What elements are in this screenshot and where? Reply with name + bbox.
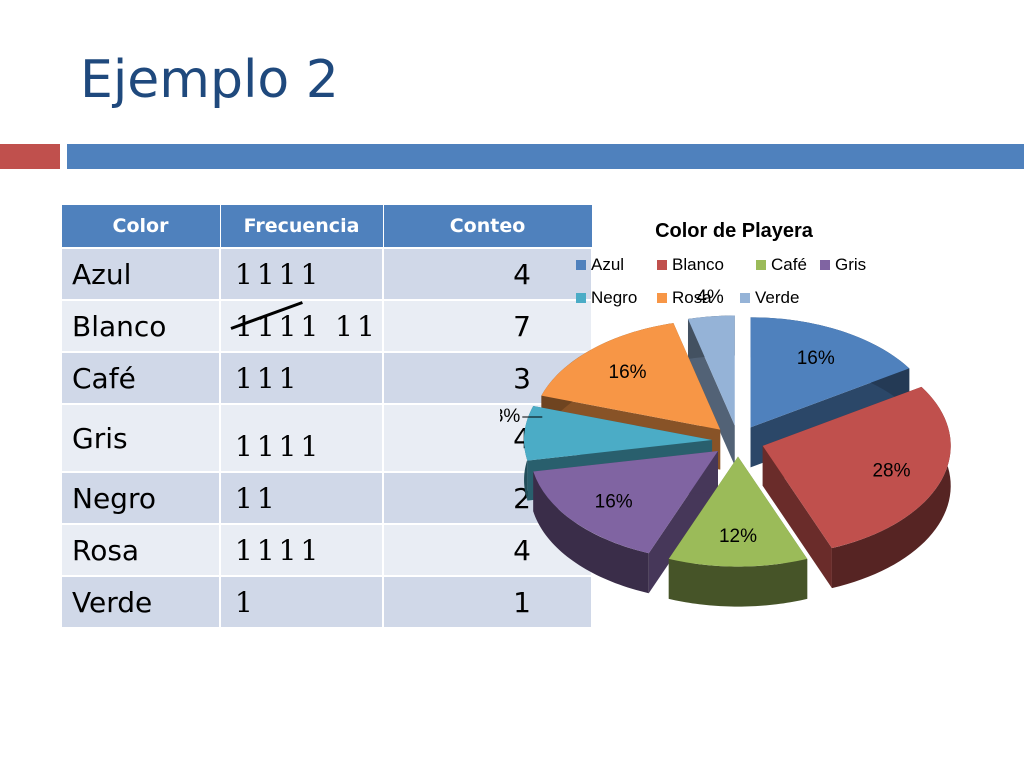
cell-tally: 1111 <box>219 247 384 301</box>
chart-title: Color de Playera <box>655 220 814 242</box>
pie-label-azul: 16% <box>797 348 835 369</box>
cell-tally: 1111 <box>219 403 384 473</box>
legend-label-gris: Gris <box>835 255 866 274</box>
cell-color: Rosa <box>60 523 221 577</box>
cell-count: 1 <box>382 575 593 629</box>
chart-legend: Azul Blanco Café Gris Negro Rosa Verde <box>576 255 866 307</box>
cell-color: Azul <box>60 247 221 301</box>
legend-label-verde: Verde <box>755 288 799 307</box>
cell-tally: 1 <box>219 575 384 629</box>
pie-label-negro: 8% <box>500 406 520 427</box>
header-frecuencia: Frecuencia <box>219 204 384 249</box>
legend-label-cafe: Café <box>771 255 807 274</box>
pie-slices <box>524 315 951 607</box>
cell-color: Negro <box>60 471 221 525</box>
cell-tally: 11 <box>219 471 384 525</box>
cell-color: Blanco <box>60 299 221 353</box>
legend-label-rosa: Rosa <box>672 288 712 307</box>
cell-tally-struck: 1111 11 <box>219 299 384 353</box>
legend-swatch-cafe <box>756 260 766 270</box>
table-header-row: Color Frecuencia Conteo <box>60 204 593 249</box>
table-row: Azul 1111 4 <box>60 247 593 301</box>
pie-label-verde: 4% <box>696 287 724 308</box>
legend-swatch-verde <box>740 293 750 303</box>
legend-label-azul: Azul <box>591 255 624 274</box>
legend-label-blanco: Blanco <box>672 255 724 274</box>
cell-color: Café <box>60 351 221 405</box>
legend-label-negro: Negro <box>591 288 637 307</box>
legend-swatch-azul <box>576 260 586 270</box>
table-row: Rosa 1111 4 <box>60 523 593 577</box>
pie-labels: 16% 28% 12% 16% 8% 16% 4% <box>500 287 911 547</box>
cell-tally: 1111 11 <box>235 309 379 343</box>
table-row: Verde 1 1 <box>60 575 593 629</box>
pie-slice-blanco <box>762 386 951 589</box>
accent-bar-red <box>0 144 60 169</box>
legend-swatch-negro <box>576 293 586 303</box>
cell-tally: 111 <box>219 351 384 405</box>
legend-swatch-gris <box>820 260 830 270</box>
cell-color: Gris <box>60 403 221 473</box>
cell-count: 4 <box>382 247 593 301</box>
header-color: Color <box>60 204 221 249</box>
cell-tally: 1111 <box>219 523 384 577</box>
cell-color: Verde <box>60 575 221 629</box>
pie-chart: Color de Playera Azul Blanco Café Gris Negro… <box>500 220 951 607</box>
pie-slice-verde <box>687 315 735 466</box>
table-row: Blanco 1111 11 7 <box>60 299 593 353</box>
cell-count: 7 <box>382 299 593 353</box>
slide-title: Ejemplo 2 <box>80 50 339 110</box>
legend-swatch-rosa <box>657 293 667 303</box>
pie-label-blanco: 28% <box>872 460 910 481</box>
pie-label-gris: 16% <box>595 491 633 512</box>
pie-label-rosa: 16% <box>609 362 647 383</box>
pie-slice-cafe <box>668 456 808 607</box>
pie-slice-gris <box>533 450 718 594</box>
legend-swatch-blanco <box>657 260 667 270</box>
accent-bar-blue <box>67 144 1024 169</box>
pie-label-cafe: 12% <box>719 526 757 547</box>
